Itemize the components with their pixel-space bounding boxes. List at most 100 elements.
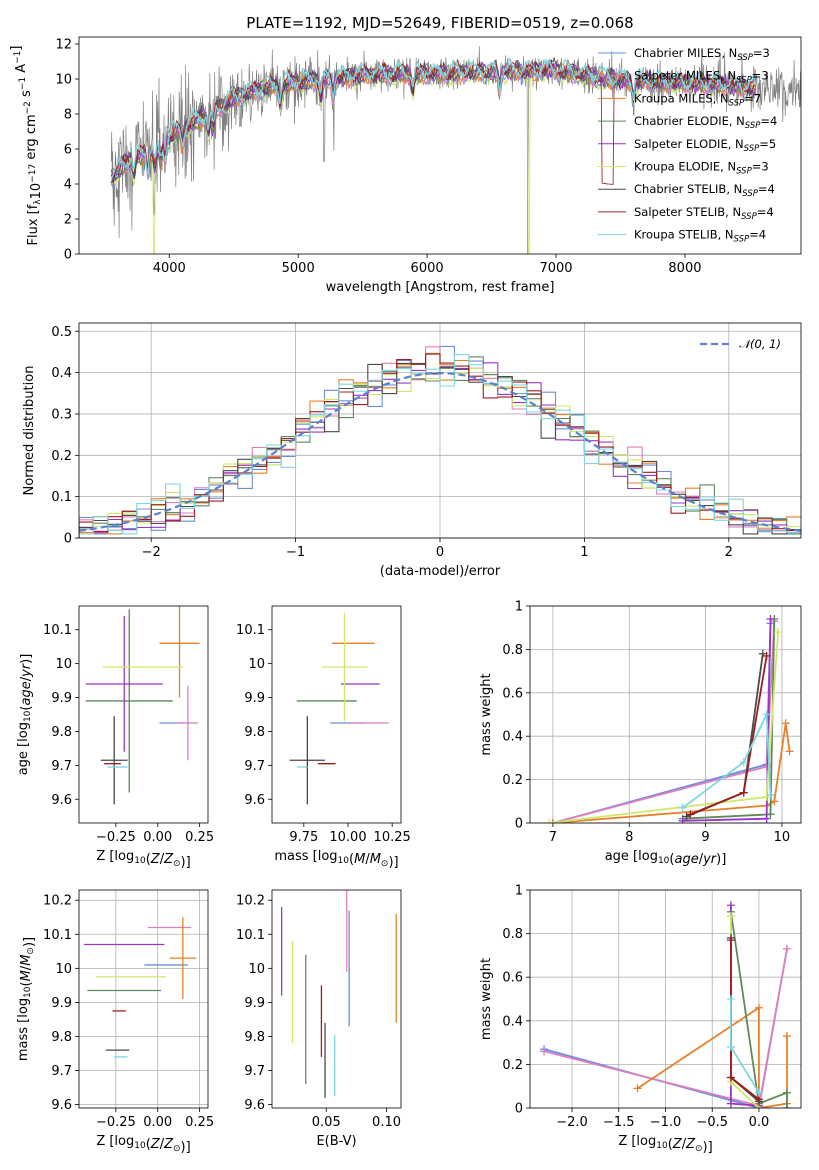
plot-area xyxy=(280,890,397,1098)
x-tick-label: −1.5 xyxy=(603,1115,635,1130)
y-tick-label: 9.6 xyxy=(51,793,72,808)
model-spectrum-chabrier-elodie xyxy=(110,60,757,178)
errorbar-point xyxy=(85,616,163,752)
y-tick-label: 9.8 xyxy=(244,725,265,740)
y-tick-label: 8 xyxy=(64,108,72,123)
x-axis-label: age [log10(age/yr)] xyxy=(605,849,727,867)
axes-frame xyxy=(78,322,802,539)
x-tick-label: 8000 xyxy=(668,261,701,276)
plus-marker xyxy=(766,615,775,624)
y-tick-label: 0 xyxy=(515,817,523,832)
legend-label: Chabrier STELIB, NSSP=4 xyxy=(634,182,775,199)
legend-label: Kroupa STELIB, NSSP=4 xyxy=(634,228,766,245)
plus-marker xyxy=(766,810,775,819)
x-tick-label: −0.25 xyxy=(96,830,136,845)
y-tick-label: 9.7 xyxy=(51,759,72,774)
legend-label: Chabrier MILES, NSSP=3 xyxy=(634,46,770,63)
plus-marker xyxy=(739,788,748,797)
x-axis-label: (data-model)/error xyxy=(380,564,501,579)
plus-marker xyxy=(754,1088,763,1097)
plus-marker xyxy=(726,1073,735,1082)
plot-area xyxy=(85,606,200,805)
y-axis-label: age [log10(age/yr)] xyxy=(16,654,34,776)
histogram-legend: 𝒩(0, 1) xyxy=(700,337,781,351)
y-tick-label: 0.6 xyxy=(502,971,523,986)
figure-title: PLATE=1192, MJD=52649, FIBERID=0519, z=0… xyxy=(246,14,633,32)
x-tick-label: 0 xyxy=(436,545,444,560)
axes-frame xyxy=(271,889,402,1109)
y-tick-label: 9.9 xyxy=(244,996,265,1011)
y-tick-label: 10.2 xyxy=(236,894,265,909)
plus-marker xyxy=(686,810,695,819)
errorbar-point xyxy=(159,606,200,698)
y-tick-label: 0.4 xyxy=(502,1014,523,1029)
y-tick-label: 0.2 xyxy=(502,773,523,788)
plot-area xyxy=(79,345,801,538)
axis-group: 7 8 9 10 0 0.2 0.4 0.6 0.8 1 age [log10(age/yr)] ma… xyxy=(479,600,802,867)
y-tick-label: 1 xyxy=(515,600,523,615)
x-tick-label: 9.75 xyxy=(289,830,318,845)
spectrum-legend: Chabrier MILES, NSSP=3 Salpeter MILES, NS… xyxy=(598,46,777,245)
model-spectrum-salpeter-stelib xyxy=(110,58,757,185)
plus-marker xyxy=(726,1042,735,1051)
errorbar-point xyxy=(177,685,198,761)
legend-label: Salpeter MILES, NSSP=3 xyxy=(634,69,769,86)
plot-area xyxy=(540,901,791,1108)
x-tick-label: 0.25 xyxy=(185,830,214,845)
y-tick-label: 0.2 xyxy=(502,1058,523,1073)
y-tick-label: 9.7 xyxy=(51,1064,72,1079)
plus-marker xyxy=(726,912,735,921)
x-tick-label: 7000 xyxy=(539,261,572,276)
y-tick-label: 10 xyxy=(55,657,72,672)
x-tick-label: 0.05 xyxy=(312,1115,341,1130)
y-tick-label: 0.4 xyxy=(502,730,523,745)
y-tick-label: 9.8 xyxy=(244,1030,265,1045)
y-tick-label: 0 xyxy=(515,1102,523,1117)
plus-marker xyxy=(781,719,790,728)
plus-marker xyxy=(678,816,687,823)
y-tick-label: 0.5 xyxy=(51,325,72,340)
axes-spectrum: 4000 5000 6000 7000 8000 0 2 4 6 8 10 12 wavelength … xyxy=(9,36,802,295)
errorbar-point xyxy=(100,716,128,805)
plus-marker xyxy=(754,1003,763,1012)
plus-marker xyxy=(774,628,783,637)
axes-frame xyxy=(78,889,209,1109)
y-tick-label: 9.7 xyxy=(244,759,265,774)
plus-marker xyxy=(782,1032,791,1041)
y-tick-label: 12 xyxy=(55,38,72,53)
y-tick-label: 2 xyxy=(64,213,72,228)
legend-label: 𝒩(0, 1) xyxy=(739,337,781,351)
y-axis-label: mass weight xyxy=(479,958,494,1040)
y-tick-label: 10.1 xyxy=(236,623,265,638)
y-tick-label: 1 xyxy=(515,884,523,899)
plus-marker xyxy=(726,901,735,910)
axes-frame xyxy=(271,605,402,824)
legend-label: Salpeter STELIB, NSSP=4 xyxy=(634,205,774,222)
y-tick-label: 9.9 xyxy=(51,691,72,706)
errorbar-point xyxy=(169,917,197,999)
y-tick-label: 10.2 xyxy=(43,894,72,909)
y-tick-label: 9.8 xyxy=(51,1030,72,1045)
x-tick-label: 0.10 xyxy=(372,1115,401,1130)
x-tick-label: 10 xyxy=(774,830,791,845)
plus-marker xyxy=(762,814,771,823)
y-tick-label: 0 xyxy=(64,532,72,547)
x-tick-label: 10.00 xyxy=(329,830,366,845)
axes-massweight_vs_age: 7 8 9 10 0 0.2 0.4 0.6 0.8 1 age [log10(age/yr)] ma… xyxy=(479,600,802,867)
grid-lines xyxy=(79,890,208,1108)
errorbar-point xyxy=(85,609,173,793)
y-tick-label: 10.1 xyxy=(236,928,265,943)
legend-label: Kroupa ELODIE, NSSP=3 xyxy=(634,160,769,177)
axes-residuals: −2 −1 0 1 2 0 0.1 0.2 0.3 0.4 0.5 (data-model)/erro… xyxy=(22,322,802,579)
y-tick-label: 10 xyxy=(248,962,265,977)
massweight-line-chabrier-elodie xyxy=(730,911,788,1108)
x-tick-label: −2 xyxy=(142,545,161,560)
plot-area xyxy=(289,612,389,805)
y-tick-label: 0.1 xyxy=(51,490,72,505)
y-tick-label: 9.6 xyxy=(51,1098,72,1113)
x-tick-label: 0.25 xyxy=(185,1115,214,1130)
